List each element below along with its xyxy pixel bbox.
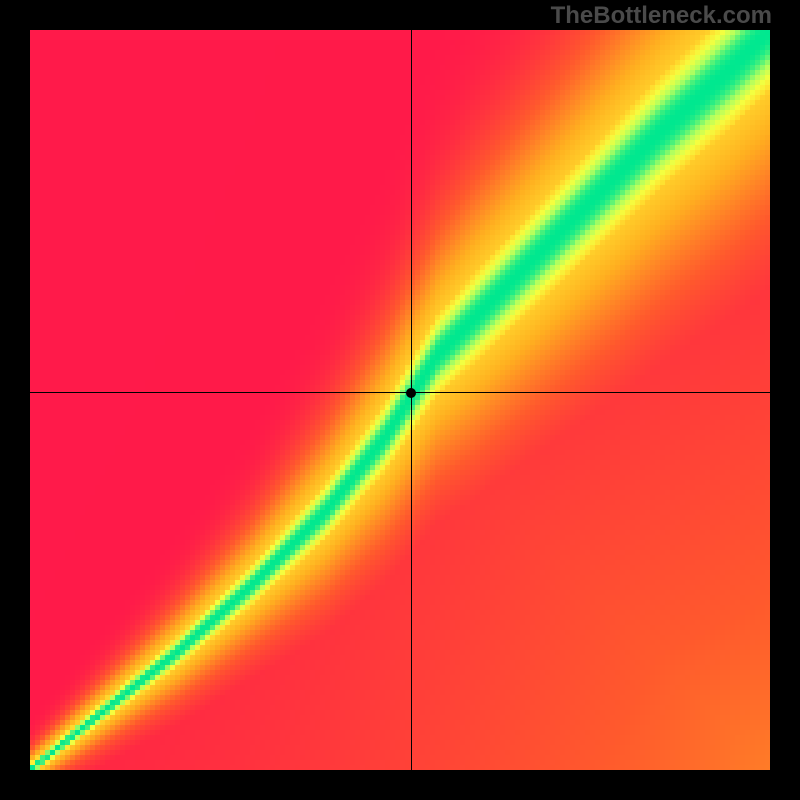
crosshair-marker — [406, 388, 416, 398]
heatmap-canvas — [30, 30, 770, 770]
crosshair-horizontal — [30, 392, 770, 393]
crosshair-vertical — [411, 30, 412, 770]
chart-container: TheBottleneck.com — [0, 0, 800, 800]
watermark-text: TheBottleneck.com — [551, 2, 772, 30]
